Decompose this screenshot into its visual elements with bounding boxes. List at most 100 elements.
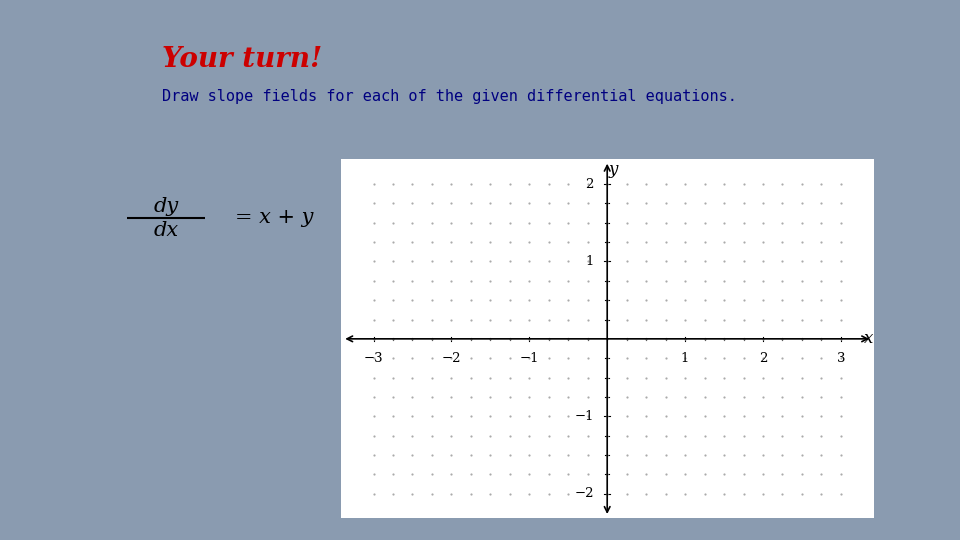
Point — [502, 412, 517, 421]
Point — [502, 296, 517, 305]
Point — [580, 276, 595, 285]
Point — [833, 489, 849, 498]
Text: 2: 2 — [586, 178, 594, 191]
Point — [833, 257, 849, 266]
Point — [638, 393, 654, 401]
Point — [716, 219, 732, 227]
Point — [483, 276, 498, 285]
Point — [678, 276, 693, 285]
Point — [814, 450, 829, 459]
Point — [405, 373, 420, 382]
Point — [716, 450, 732, 459]
Point — [716, 334, 732, 343]
Point — [521, 450, 537, 459]
Point — [405, 180, 420, 188]
Point — [580, 450, 595, 459]
Point — [561, 431, 576, 440]
Point — [483, 199, 498, 208]
Point — [638, 334, 654, 343]
Point — [833, 296, 849, 305]
Point — [502, 354, 517, 362]
Point — [619, 180, 635, 188]
Point — [697, 180, 712, 188]
Point — [735, 334, 751, 343]
Point — [464, 412, 479, 421]
Point — [735, 450, 751, 459]
Point — [385, 393, 400, 401]
Point — [483, 315, 498, 324]
Point — [658, 412, 673, 421]
Point — [756, 470, 771, 478]
Point — [405, 296, 420, 305]
Point — [619, 238, 635, 246]
Point — [638, 412, 654, 421]
Point — [464, 373, 479, 382]
Point — [424, 238, 440, 246]
Point — [385, 257, 400, 266]
Point — [833, 334, 849, 343]
Point — [735, 199, 751, 208]
Point — [833, 354, 849, 362]
Point — [366, 180, 381, 188]
Text: 2: 2 — [758, 352, 767, 365]
Text: 3: 3 — [836, 352, 845, 365]
Point — [385, 219, 400, 227]
Point — [521, 238, 537, 246]
Point — [385, 354, 400, 362]
Point — [814, 315, 829, 324]
Point — [619, 257, 635, 266]
Point — [775, 315, 790, 324]
Point — [735, 354, 751, 362]
Point — [697, 393, 712, 401]
Point — [405, 199, 420, 208]
Point — [385, 489, 400, 498]
Point — [580, 199, 595, 208]
Point — [599, 238, 614, 246]
Point — [405, 219, 420, 227]
Point — [502, 393, 517, 401]
Point — [561, 412, 576, 421]
Point — [405, 315, 420, 324]
Point — [619, 354, 635, 362]
Point — [756, 334, 771, 343]
Point — [775, 238, 790, 246]
Point — [424, 315, 440, 324]
Point — [697, 276, 712, 285]
Point — [678, 489, 693, 498]
Point — [697, 489, 712, 498]
Point — [502, 470, 517, 478]
Point — [424, 296, 440, 305]
Point — [366, 296, 381, 305]
Point — [521, 315, 537, 324]
Point — [561, 296, 576, 305]
Text: dy: dy — [154, 197, 179, 216]
Point — [678, 334, 693, 343]
Point — [464, 354, 479, 362]
Point — [775, 199, 790, 208]
Point — [697, 373, 712, 382]
Point — [697, 238, 712, 246]
Point — [580, 354, 595, 362]
Text: −2: −2 — [574, 487, 594, 500]
Text: Your turn!: Your turn! — [161, 46, 322, 73]
Point — [697, 431, 712, 440]
Point — [833, 373, 849, 382]
Point — [385, 431, 400, 440]
Point — [599, 219, 614, 227]
Point — [697, 219, 712, 227]
Point — [658, 296, 673, 305]
Point — [599, 315, 614, 324]
Point — [502, 199, 517, 208]
Point — [756, 296, 771, 305]
Point — [599, 412, 614, 421]
Text: dx: dx — [154, 221, 179, 240]
Point — [580, 470, 595, 478]
Point — [424, 199, 440, 208]
Point — [541, 219, 557, 227]
Point — [833, 276, 849, 285]
Point — [716, 257, 732, 266]
Point — [444, 315, 459, 324]
Point — [833, 219, 849, 227]
Point — [678, 412, 693, 421]
Point — [794, 450, 809, 459]
